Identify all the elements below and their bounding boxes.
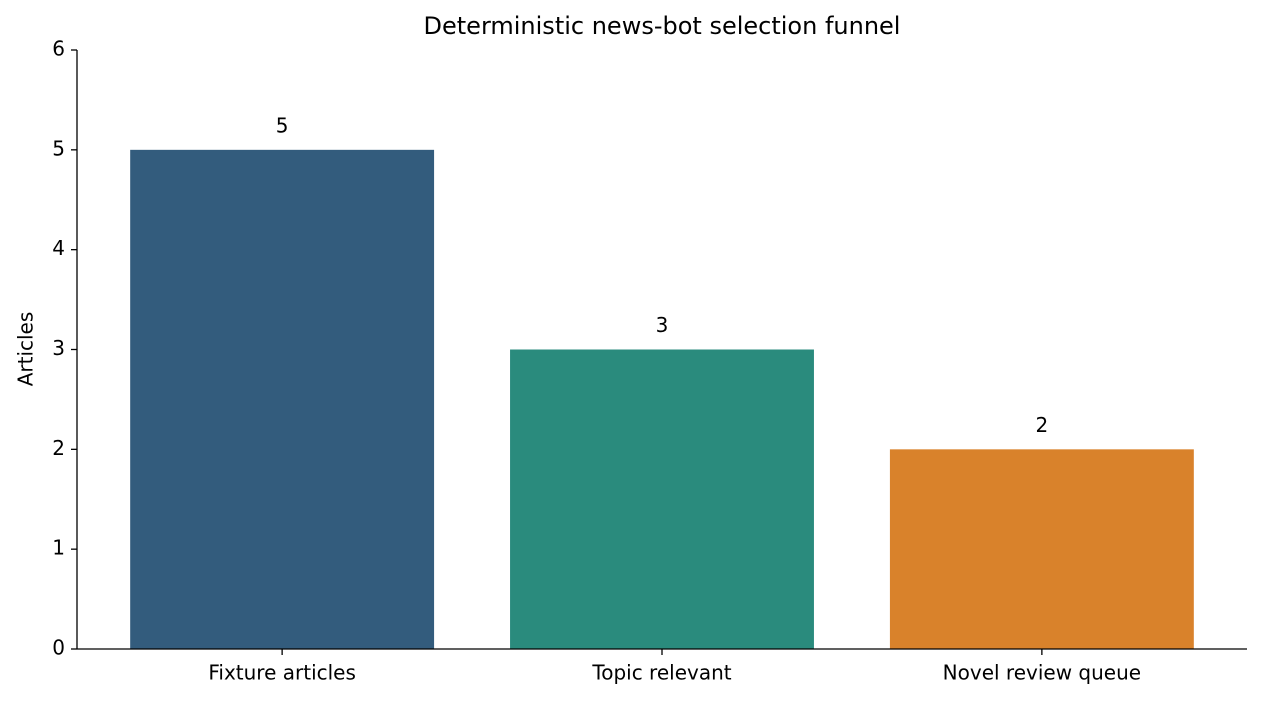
- chart-title: Deterministic news-bot selection funnel: [424, 12, 901, 40]
- bar: [889, 449, 1194, 649]
- y-axis-label: Articles: [14, 312, 38, 387]
- bar: [510, 349, 814, 649]
- data-label: 2: [1036, 413, 1049, 437]
- x-tick-label: Topic relevant: [591, 661, 731, 685]
- y-tick-label: 0: [52, 636, 65, 660]
- y-tick-label: 2: [52, 436, 65, 460]
- y-tick-label: 6: [52, 37, 65, 61]
- data-label: 5: [276, 113, 289, 137]
- y-tick-label: 5: [52, 136, 65, 160]
- x-tick-label: Novel review queue: [943, 661, 1141, 685]
- y-tick-label: 4: [52, 236, 65, 260]
- y-tick-label: 1: [52, 536, 65, 560]
- y-tick-label: 3: [52, 336, 65, 360]
- bar: [130, 149, 435, 650]
- data-label: 3: [656, 313, 669, 337]
- x-tick-label: Fixture articles: [208, 661, 356, 685]
